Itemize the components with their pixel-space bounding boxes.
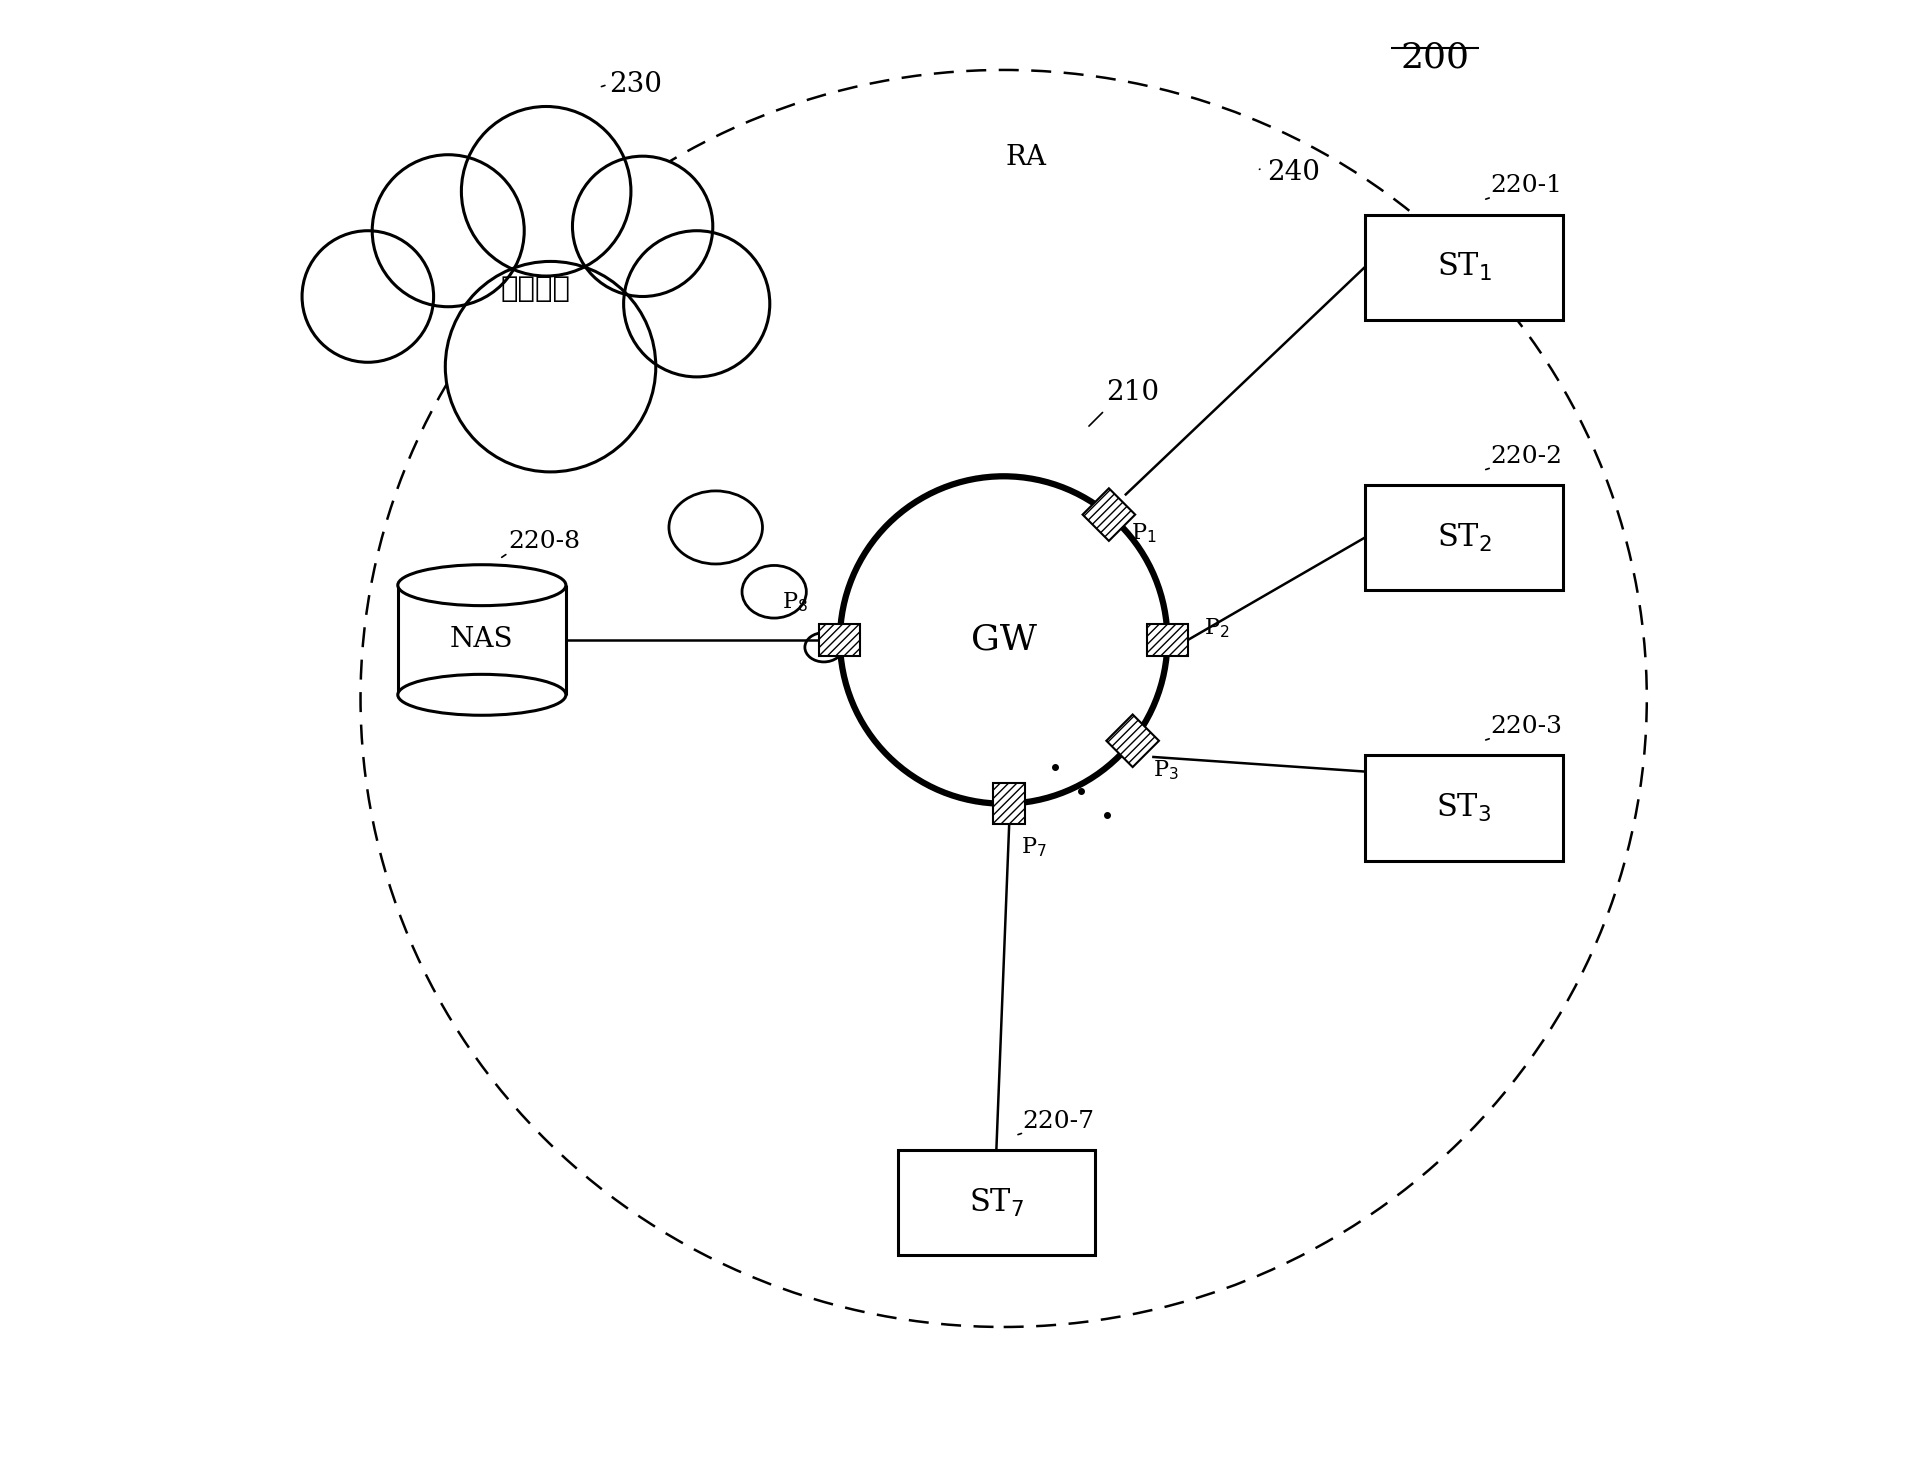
Circle shape	[446, 262, 655, 472]
Text: 220-8: 220-8	[509, 531, 581, 553]
Text: ST$_{7}$: ST$_{7}$	[970, 1186, 1025, 1219]
Text: ST$_{3}$: ST$_{3}$	[1436, 792, 1492, 825]
Text: RA: RA	[1006, 144, 1046, 171]
Polygon shape	[1082, 488, 1135, 541]
FancyBboxPatch shape	[897, 1150, 1095, 1255]
Text: 210: 210	[1107, 379, 1158, 406]
Text: P$_7$: P$_7$	[1021, 836, 1046, 860]
Text: P$_2$: P$_2$	[1204, 616, 1229, 639]
FancyBboxPatch shape	[1366, 485, 1562, 591]
Text: 220-2: 220-2	[1490, 444, 1562, 467]
Text: P$_3$: P$_3$	[1153, 759, 1179, 782]
Text: NAS: NAS	[450, 626, 514, 654]
Polygon shape	[1147, 623, 1189, 656]
Text: 200: 200	[1400, 41, 1469, 75]
Polygon shape	[1107, 714, 1158, 767]
Polygon shape	[993, 784, 1025, 825]
Ellipse shape	[398, 564, 566, 606]
Text: ST$_{2}$: ST$_{2}$	[1436, 522, 1492, 554]
Text: P$_1$: P$_1$	[1132, 522, 1156, 545]
Text: 外部网络: 外部网络	[501, 275, 572, 303]
Circle shape	[573, 156, 712, 297]
Circle shape	[461, 106, 631, 276]
Text: 240: 240	[1267, 159, 1320, 185]
Circle shape	[840, 476, 1168, 804]
Circle shape	[371, 154, 524, 307]
Text: 220-7: 220-7	[1023, 1110, 1095, 1132]
Polygon shape	[819, 623, 861, 656]
FancyBboxPatch shape	[1366, 756, 1562, 861]
FancyBboxPatch shape	[1366, 215, 1562, 320]
Text: 220-1: 220-1	[1490, 173, 1562, 197]
Bar	[398, 585, 566, 695]
Text: 220-3: 220-3	[1490, 714, 1562, 738]
Text: 230: 230	[610, 71, 663, 98]
Ellipse shape	[398, 675, 566, 716]
Circle shape	[303, 231, 434, 362]
Text: P$_8$: P$_8$	[781, 589, 808, 613]
Text: ST$_{1}$: ST$_{1}$	[1436, 251, 1492, 284]
Text: GW: GW	[972, 623, 1036, 657]
Circle shape	[623, 231, 770, 376]
